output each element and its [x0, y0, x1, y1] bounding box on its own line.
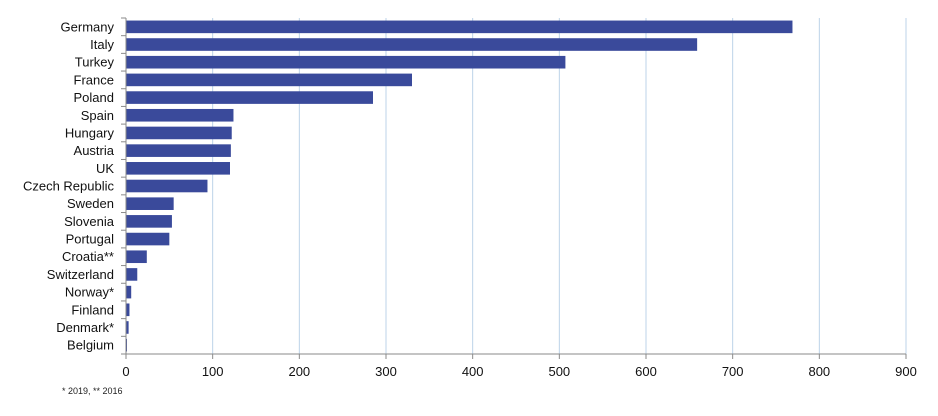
category-label: Finland [71, 302, 114, 317]
bar-switzerland [126, 268, 138, 281]
category-label: UK [96, 161, 114, 176]
category-label: Poland [74, 90, 114, 105]
bar-sweden [126, 197, 174, 210]
category-label: Belgium [67, 338, 114, 353]
bar-austria [126, 144, 231, 157]
category-label: Switzerland [47, 267, 114, 282]
x-tick-label: 700 [722, 364, 744, 379]
category-label: Turkey [75, 55, 115, 70]
bar-czech-republic [126, 179, 208, 193]
category-label: France [74, 72, 114, 87]
x-tick-label: 300 [375, 364, 397, 379]
bar-denmark [126, 321, 129, 334]
x-tick-label: 200 [288, 364, 310, 379]
category-label: Slovenia [64, 214, 115, 229]
category-label: Croatia** [62, 249, 114, 264]
x-tick-label: 0 [122, 364, 129, 379]
bar-spain [126, 108, 234, 122]
x-tick-label: 400 [462, 364, 484, 379]
y-axis-labels: Germany Italy Turkey France Poland Spain Hunga… [23, 19, 115, 352]
axes [121, 17, 907, 359]
category-label: Austria [74, 143, 115, 158]
footnote: * 2019, ** 2016 [62, 386, 123, 396]
category-label: Norway* [65, 285, 114, 300]
bar-croatia [126, 250, 147, 264]
x-tick-label: 900 [895, 364, 917, 379]
category-label: Czech Republic [23, 179, 115, 194]
category-label: Portugal [66, 232, 115, 247]
category-label: Italy [90, 37, 114, 52]
bar-uk [126, 162, 230, 175]
x-tick-label: 800 [808, 364, 830, 379]
bars [126, 20, 793, 352]
bar-slovenia [126, 215, 172, 228]
bar-poland [126, 91, 373, 104]
bar-france [126, 73, 412, 87]
x-tick-label: 500 [548, 364, 570, 379]
category-label: Spain [81, 108, 114, 123]
category-label: Denmark* [56, 320, 114, 335]
bar-germany [126, 20, 793, 34]
bar-finland [126, 303, 130, 317]
bar-hungary [126, 126, 232, 140]
bar-turkey [126, 55, 566, 69]
x-tick-label: 600 [635, 364, 657, 379]
x-tick-label: 100 [202, 364, 224, 379]
bar-portugal [126, 232, 170, 246]
category-label: Sweden [67, 196, 114, 211]
bar-italy [126, 38, 698, 51]
bar-norway [126, 285, 132, 299]
x-axis-labels: 0 100 200 300 400 500 600 700 800 900 [122, 364, 916, 379]
category-label: Hungary [65, 125, 115, 140]
category-label: Germany [61, 19, 115, 34]
